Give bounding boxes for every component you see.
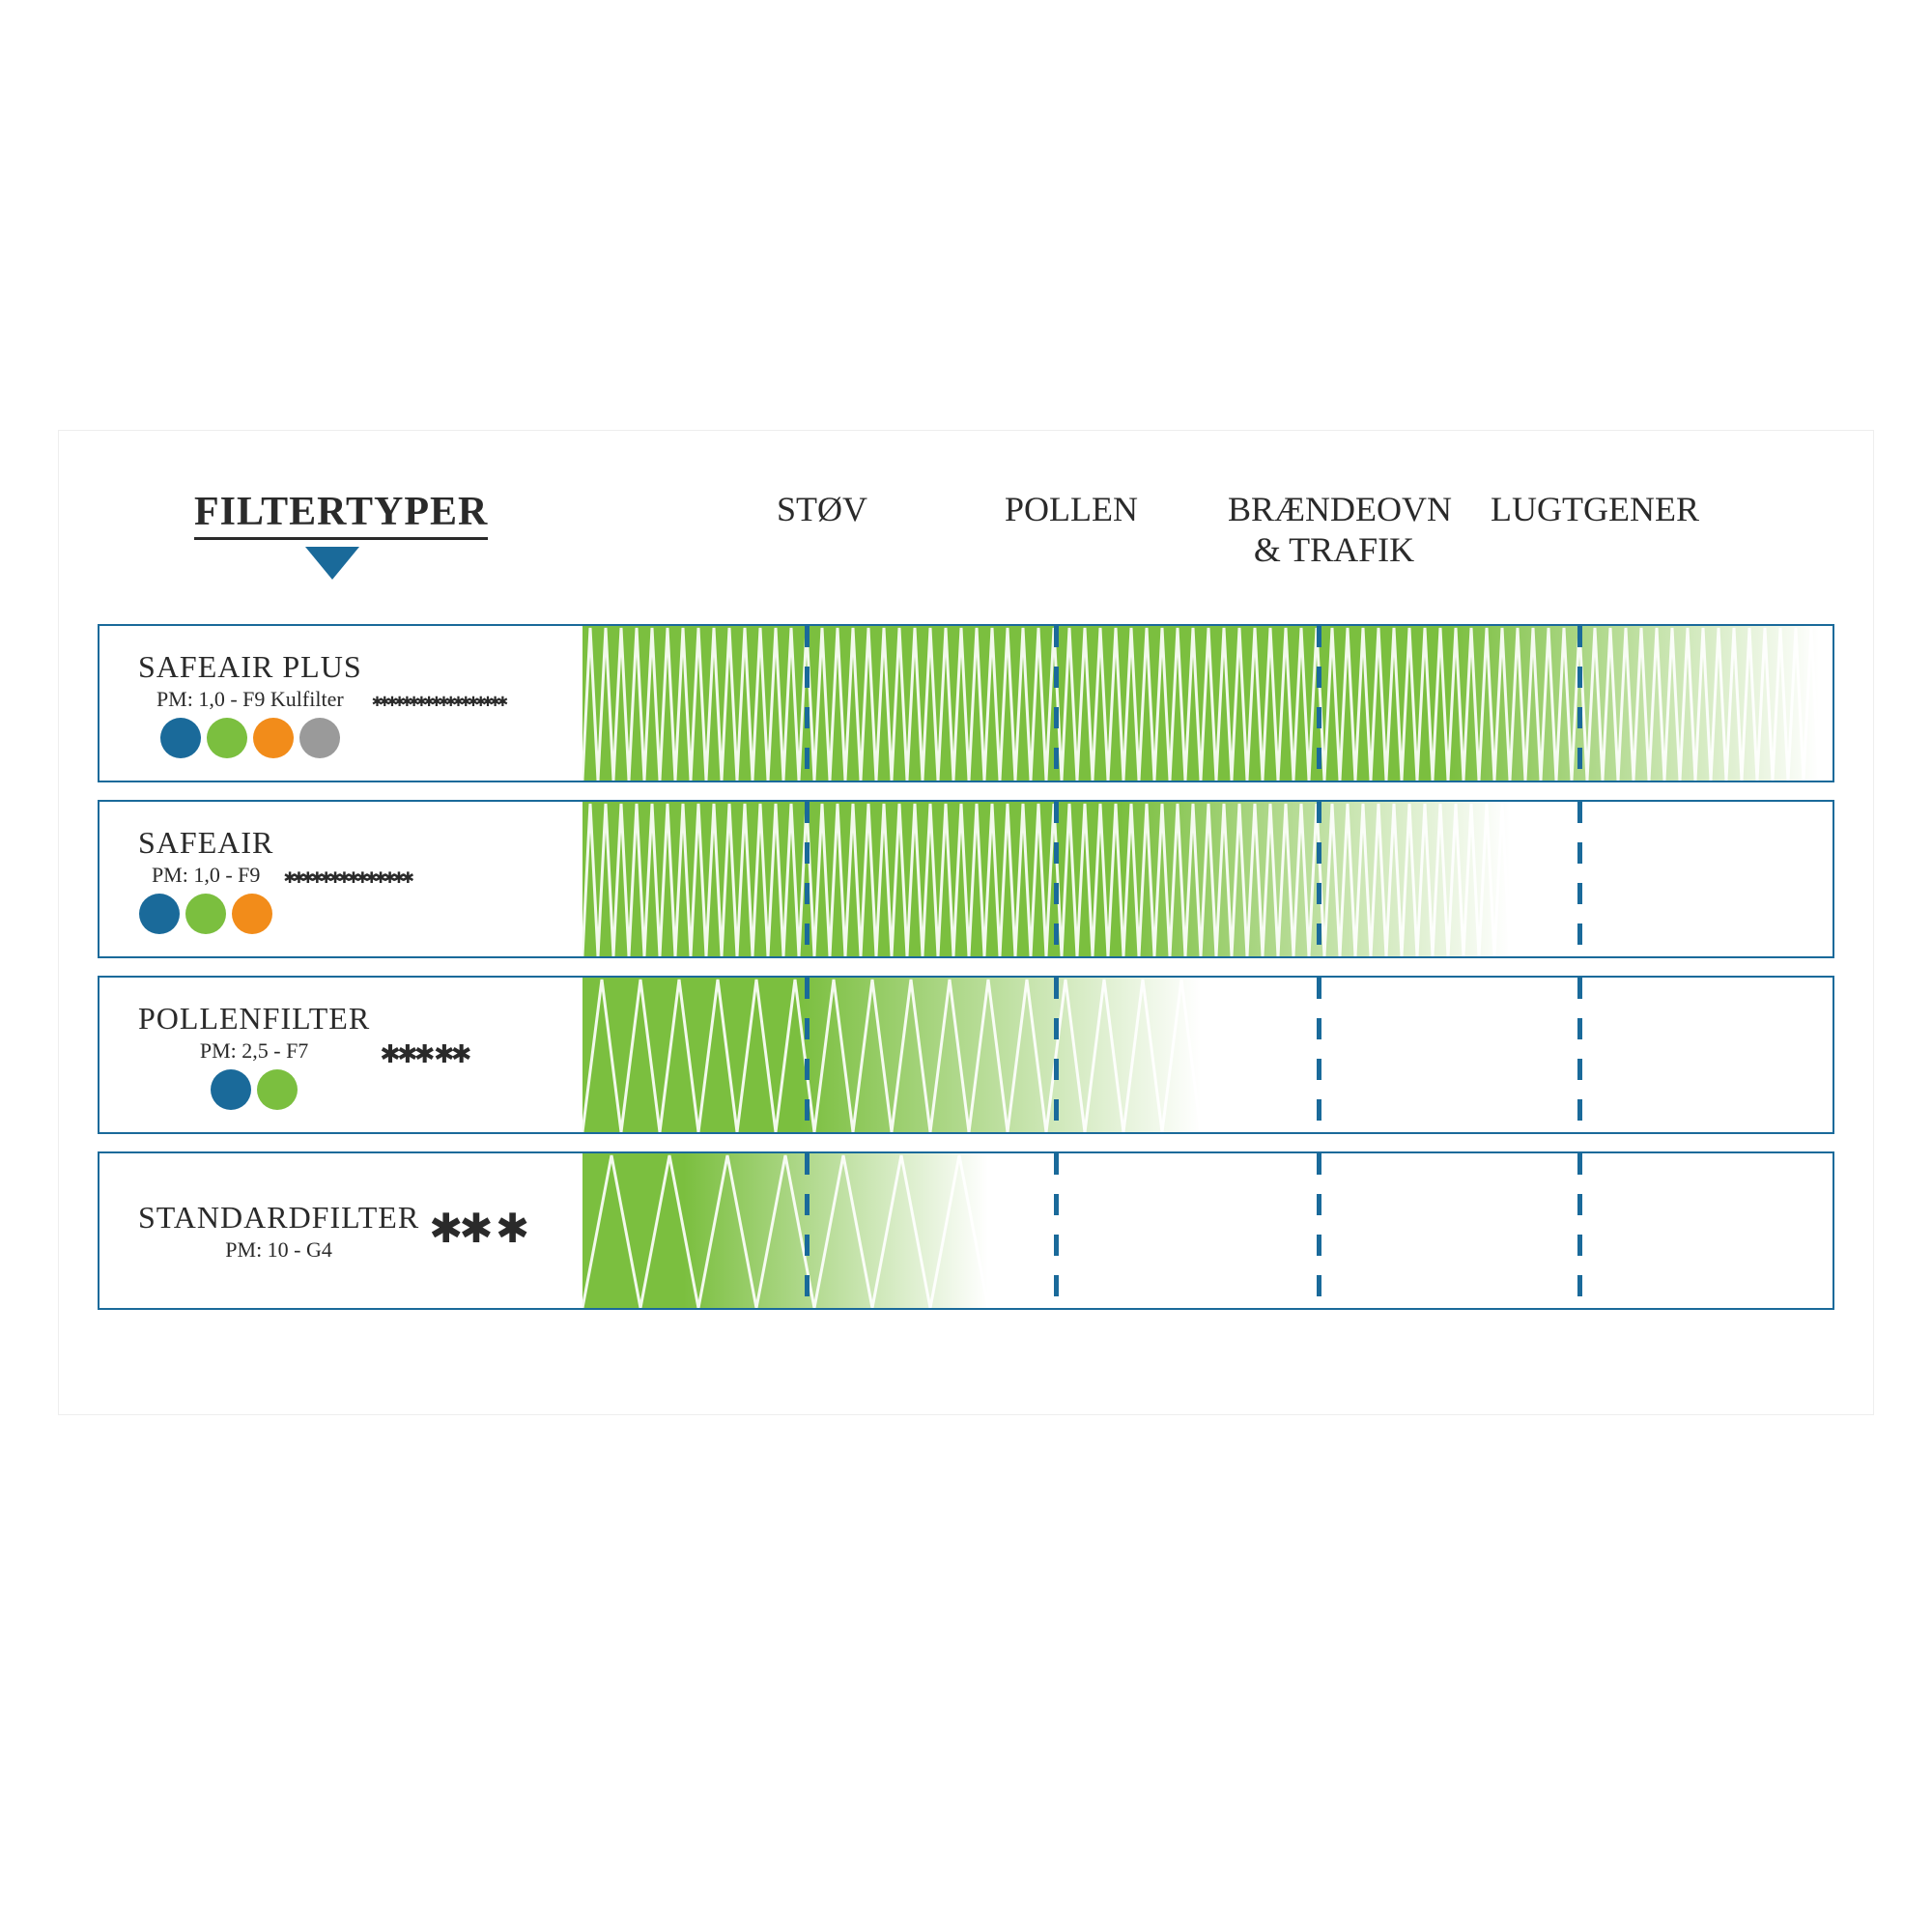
category-label: STØV (716, 489, 928, 529)
category-label: POLLEN (965, 489, 1178, 529)
category-divider (1577, 1153, 1582, 1308)
filter-row: SAFEAIRPM: 1,0 - F9 ✱✱✱✱ ✱✱✱✱ ✱✱✱✱ ✱✱ (98, 800, 1834, 958)
category-divider (805, 1153, 810, 1308)
filter-name: STANDARDFILTER (138, 1200, 419, 1236)
effectiveness-bar (582, 978, 1201, 1132)
effectiveness-bar (582, 802, 1510, 956)
blue-badge-icon (211, 1069, 251, 1110)
category-label: LUGTGENER (1489, 489, 1701, 529)
filter-label-zone: POLLENFILTERPM: 2,5 - F7 ✱✱✱ ✱✱ (99, 978, 582, 1132)
effectiveness-bar (582, 626, 1819, 781)
rows-container: SAFEAIR PLUSPM: 1,0 - F9 Kulfilter ✱✱✱✱✱ … (98, 624, 1834, 1310)
category-divider (1054, 626, 1059, 781)
category-label: BRÆNDEOVN& TRAFIK (1228, 489, 1440, 570)
category-divider (805, 802, 810, 956)
category-divider (1317, 978, 1321, 1132)
filter-row: POLLENFILTERPM: 2,5 - F7 ✱✱✱ ✱✱ (98, 976, 1834, 1134)
category-divider (1577, 626, 1582, 781)
category-divider (1317, 1153, 1321, 1308)
chart-card: FILTERTYPER STØV POLLEN BRÆNDEOVN& TRAFIK L… (58, 430, 1874, 1415)
filter-icons (211, 1069, 298, 1110)
chevron-down-icon (305, 547, 359, 580)
filter-row: SAFEAIR PLUSPM: 1,0 - F9 Kulfilter ✱✱✱✱✱ … (98, 624, 1834, 782)
filter-subtitle: PM: 10 - G4 (225, 1237, 332, 1263)
particle-size-icon: ✱✱✱ ✱✱ (380, 1047, 468, 1063)
category-divider (805, 626, 810, 781)
category-divider (1317, 802, 1321, 956)
filter-subtitle: PM: 2,5 - F7 (200, 1038, 308, 1064)
green-badge-icon (257, 1069, 298, 1110)
category-divider (1577, 978, 1582, 1132)
orange-badge-icon (232, 894, 272, 934)
chart-title: FILTERTYPER (194, 489, 488, 540)
category-divider (1577, 802, 1582, 956)
filter-icons (139, 894, 272, 934)
filter-subtitle: PM: 1,0 - F9 (152, 863, 260, 888)
category-divider (1054, 1153, 1059, 1308)
category-divider (805, 978, 810, 1132)
filter-name: SAFEAIR (138, 825, 273, 861)
category-divider (1317, 626, 1321, 781)
filter-row: STANDARDFILTERPM: 10 - G4 ✱✱ ✱ (98, 1151, 1834, 1310)
category-divider (1054, 978, 1059, 1132)
effectiveness-bar (582, 1153, 988, 1308)
blue-badge-icon (160, 718, 201, 758)
blue-badge-icon (139, 894, 180, 934)
category-divider (1054, 802, 1059, 956)
particle-size-icon: ✱✱✱✱✱ ✱✱✱✱✱ ✱✱✱✱✱ ✱✱✱ (372, 699, 505, 707)
filter-label-zone: STANDARDFILTERPM: 10 - G4 ✱✱ ✱ (99, 1153, 582, 1308)
orange-badge-icon (253, 718, 294, 758)
green-badge-icon (185, 894, 226, 934)
filter-label-zone: SAFEAIR PLUSPM: 1,0 - F9 Kulfilter ✱✱✱✱✱ … (99, 626, 582, 781)
green-badge-icon (207, 718, 247, 758)
header-row: FILTERTYPER STØV POLLEN BRÆNDEOVN& TRAFIK L… (98, 489, 1834, 624)
grey-badge-icon (299, 718, 340, 758)
particle-size-icon: ✱✱ ✱ (429, 1218, 526, 1242)
filter-subtitle: PM: 1,0 - F9 Kulfilter (156, 687, 344, 712)
filter-label-zone: SAFEAIRPM: 1,0 - F9 ✱✱✱✱ ✱✱✱✱ ✱✱✱✱ ✱✱ (99, 802, 582, 956)
filter-name: SAFEAIR PLUS (138, 649, 362, 685)
filter-name: POLLENFILTER (138, 1001, 370, 1037)
filter-icons (160, 718, 340, 758)
particle-size-icon: ✱✱✱✱ ✱✱✱✱ ✱✱✱✱ ✱✱ (283, 874, 411, 884)
